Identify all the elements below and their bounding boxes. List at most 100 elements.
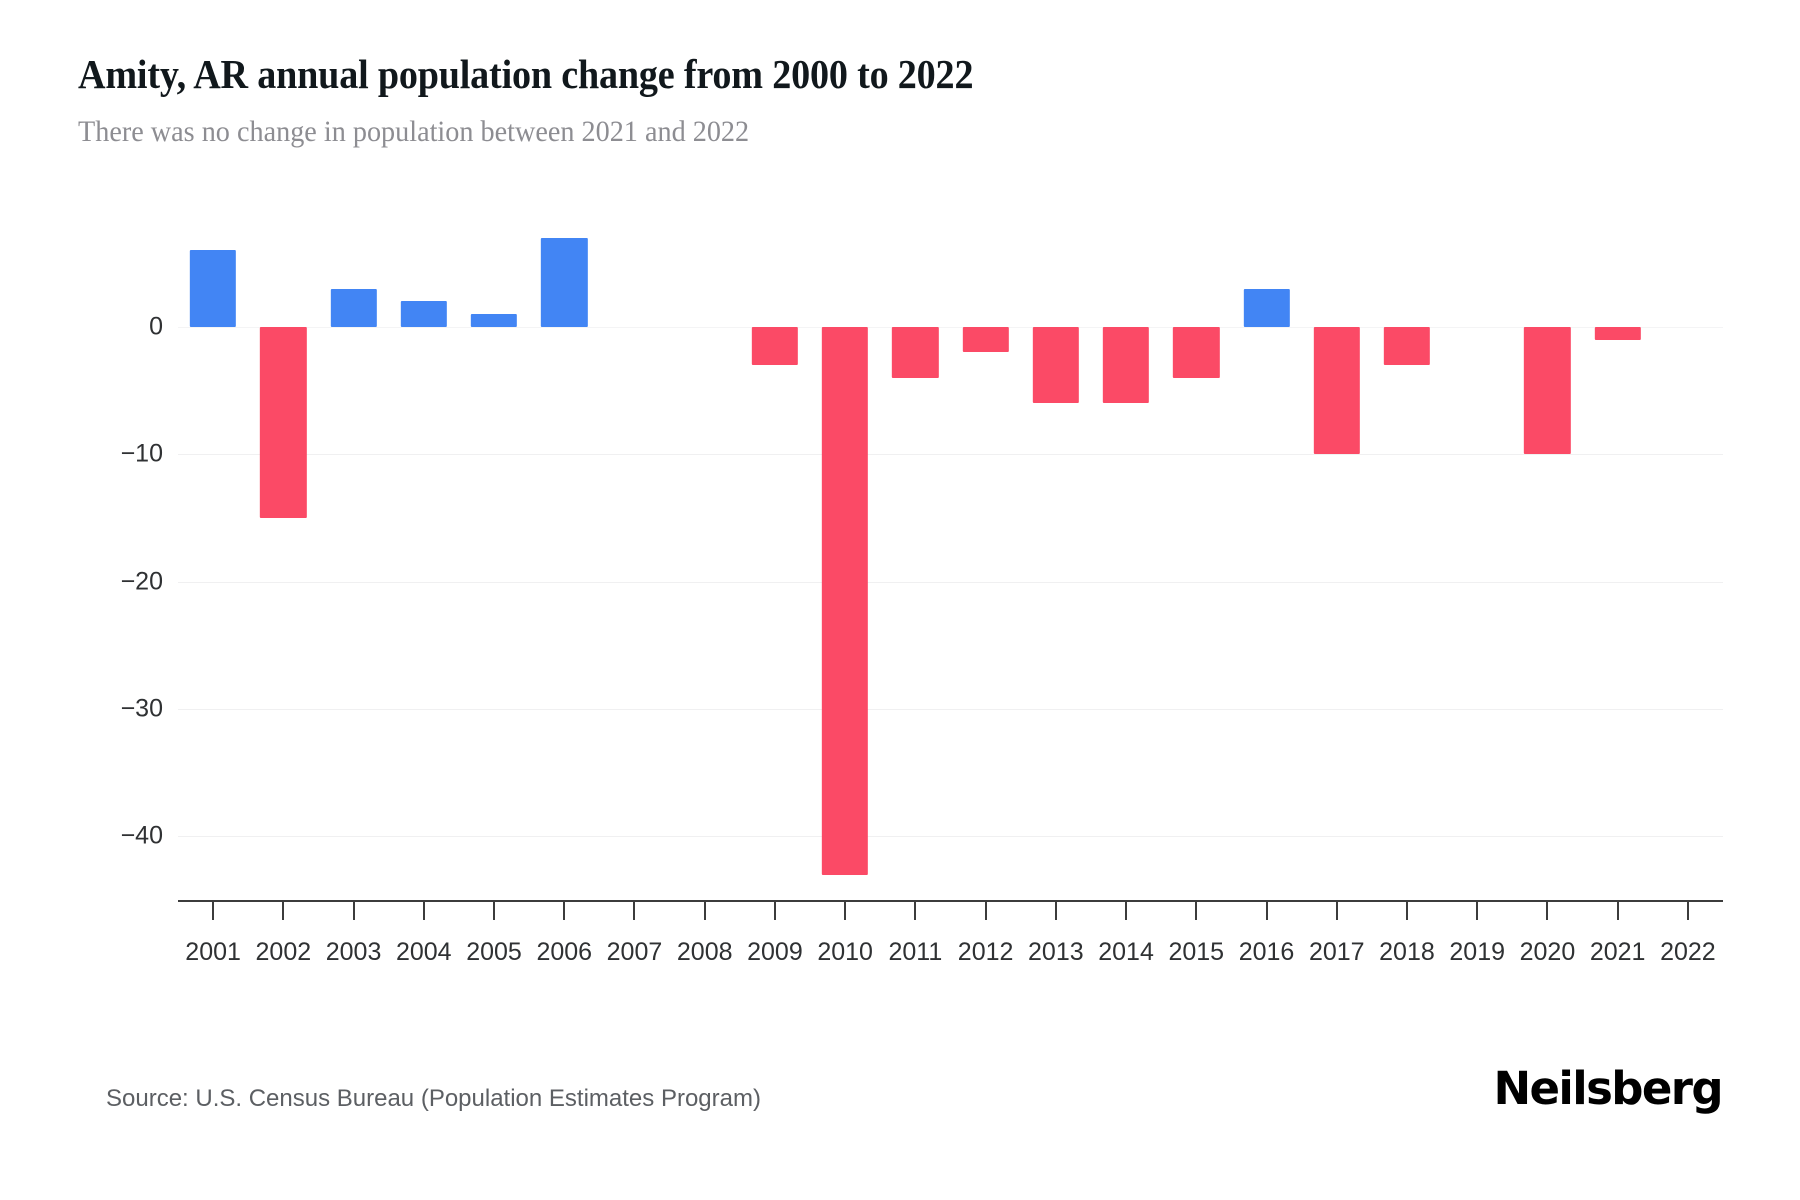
x-axis-tick bbox=[1335, 900, 1338, 920]
bar-slot[interactable] bbox=[951, 225, 1021, 900]
bar[interactable] bbox=[1594, 326, 1641, 340]
bar[interactable] bbox=[1313, 326, 1360, 455]
source-note: Source: U.S. Census Bureau (Population E… bbox=[106, 1085, 761, 1112]
bar[interactable] bbox=[330, 288, 377, 327]
x-axis-tick-label: 2006 bbox=[536, 938, 593, 966]
x-axis-tick bbox=[282, 900, 285, 920]
bar[interactable] bbox=[892, 326, 939, 378]
x-axis-tick-label: 2019 bbox=[1449, 938, 1506, 966]
bar[interactable] bbox=[470, 314, 518, 327]
x-axis-tick-label: 2010 bbox=[817, 938, 873, 966]
x-axis-ticks bbox=[178, 900, 1723, 922]
x-axis-tick bbox=[352, 900, 355, 920]
x-axis-tick bbox=[1686, 900, 1689, 920]
x-axis-tick bbox=[1125, 900, 1128, 920]
bar-series bbox=[178, 225, 1723, 900]
x-axis-line bbox=[178, 900, 1723, 902]
bar[interactable] bbox=[260, 326, 307, 518]
x-axis-tick bbox=[1476, 900, 1479, 920]
bar-slot[interactable] bbox=[178, 225, 248, 900]
x-axis-tick bbox=[844, 900, 847, 920]
bar[interactable] bbox=[1173, 326, 1220, 378]
bar[interactable] bbox=[1032, 326, 1079, 404]
y-axis-tick-label: −40 bbox=[120, 821, 163, 850]
bar-slot[interactable] bbox=[1372, 225, 1442, 900]
bar[interactable] bbox=[189, 250, 237, 327]
bar[interactable] bbox=[1102, 326, 1150, 404]
x-axis-tick-label: 2009 bbox=[747, 938, 803, 966]
x-axis-tick bbox=[493, 900, 496, 920]
bar-slot[interactable] bbox=[389, 225, 459, 900]
x-axis-tick-label: 2008 bbox=[676, 938, 733, 966]
bar-slot[interactable] bbox=[1442, 225, 1512, 900]
x-axis-tick bbox=[984, 900, 987, 920]
page-title: Amity, AR annual population change from … bbox=[78, 51, 974, 97]
bar[interactable] bbox=[821, 326, 869, 875]
x-axis-tick bbox=[914, 900, 917, 920]
bar-slot[interactable] bbox=[740, 225, 810, 900]
bar[interactable] bbox=[400, 301, 447, 327]
bar-slot[interactable] bbox=[318, 225, 388, 900]
x-axis-tick-label: 2005 bbox=[466, 938, 522, 966]
bar-slot[interactable] bbox=[1583, 225, 1653, 900]
gridline bbox=[178, 454, 1723, 456]
plot-canvas: 0 −10 −20 −30 −40 bbox=[121, 225, 1723, 900]
bar-slot[interactable] bbox=[599, 225, 669, 900]
x-axis-tick-label: 2001 bbox=[185, 938, 241, 966]
x-axis-tick bbox=[422, 900, 425, 920]
bar-slot[interactable] bbox=[880, 225, 950, 900]
bar-slot[interactable] bbox=[1512, 225, 1582, 900]
x-axis-tick-label: 2020 bbox=[1519, 938, 1576, 966]
x-axis-tick bbox=[563, 900, 566, 920]
y-axis-tick-label: 0 bbox=[149, 312, 163, 341]
brand-logo: Neilsberg bbox=[1493, 1062, 1723, 1115]
bar[interactable] bbox=[1524, 326, 1571, 455]
chart-header: Amity, AR annual population change from … bbox=[78, 50, 1728, 150]
x-axis-tick bbox=[1265, 900, 1268, 920]
x-axis-tick-label: 2003 bbox=[325, 938, 382, 966]
bar[interactable] bbox=[1383, 326, 1431, 366]
x-axis-tick-label: 2017 bbox=[1308, 938, 1365, 966]
bar-slot[interactable] bbox=[1231, 225, 1301, 900]
x-axis-tick bbox=[773, 900, 776, 920]
x-axis-tick-label: 2015 bbox=[1168, 938, 1225, 966]
x-axis-tick-label: 2004 bbox=[395, 938, 452, 966]
gridline bbox=[178, 326, 1723, 328]
bar-slot[interactable] bbox=[1091, 225, 1161, 900]
bar-slot[interactable] bbox=[1161, 225, 1231, 900]
gridline bbox=[178, 581, 1723, 583]
bar[interactable] bbox=[751, 326, 799, 366]
x-axis-tick bbox=[1054, 900, 1057, 920]
x-axis-tick bbox=[703, 900, 706, 920]
page-subtitle: There was no change in population betwee… bbox=[78, 115, 750, 149]
x-axis-tick-label: 2002 bbox=[255, 938, 312, 966]
x-axis-tick-label: 2021 bbox=[1589, 938, 1646, 966]
bar-slot[interactable] bbox=[1021, 225, 1091, 900]
bar-slot[interactable] bbox=[248, 225, 318, 900]
bar-slot[interactable] bbox=[1653, 225, 1723, 900]
bar[interactable] bbox=[541, 237, 588, 327]
x-axis-tick-label: 2018 bbox=[1379, 938, 1435, 966]
x-axis-tick-label: 2007 bbox=[606, 938, 663, 966]
x-axis-tick bbox=[1546, 900, 1549, 920]
bar-slot[interactable] bbox=[810, 225, 880, 900]
x-axis-tick bbox=[1405, 900, 1408, 920]
x-axis-tick bbox=[1195, 900, 1198, 920]
x-axis-tick-label: 2012 bbox=[957, 938, 1014, 966]
gridline bbox=[178, 708, 1723, 710]
bar-slot[interactable] bbox=[529, 225, 599, 900]
bar-slot[interactable] bbox=[670, 225, 740, 900]
x-axis-tick bbox=[212, 900, 215, 920]
bar[interactable] bbox=[962, 326, 1009, 353]
bar[interactable] bbox=[1243, 288, 1290, 327]
bar-slot[interactable] bbox=[459, 225, 529, 900]
x-axis-tick bbox=[633, 900, 636, 920]
gridline bbox=[178, 836, 1723, 838]
bar-slot[interactable] bbox=[1302, 225, 1372, 900]
x-axis-tick-label: 2022 bbox=[1660, 938, 1716, 966]
x-axis-labels: 2001 2002 2003 2004 2005 2006 2007 2008 2009 2010… bbox=[178, 938, 1723, 978]
x-axis-tick-label: 2011 bbox=[888, 938, 943, 966]
y-axis-tick-label: −10 bbox=[120, 439, 163, 468]
